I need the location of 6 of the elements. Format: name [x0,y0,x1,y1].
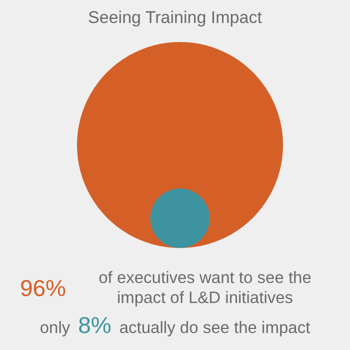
category-label: actually do see the impact [119,319,310,338]
category-label: of executives want to see the impact of L&D initiatives [98,268,312,308]
text: Seeing Training Impact [87,8,263,28]
data-label: 8% [78,312,112,339]
data-label: 96% [20,274,66,302]
text: only [40,319,70,338]
